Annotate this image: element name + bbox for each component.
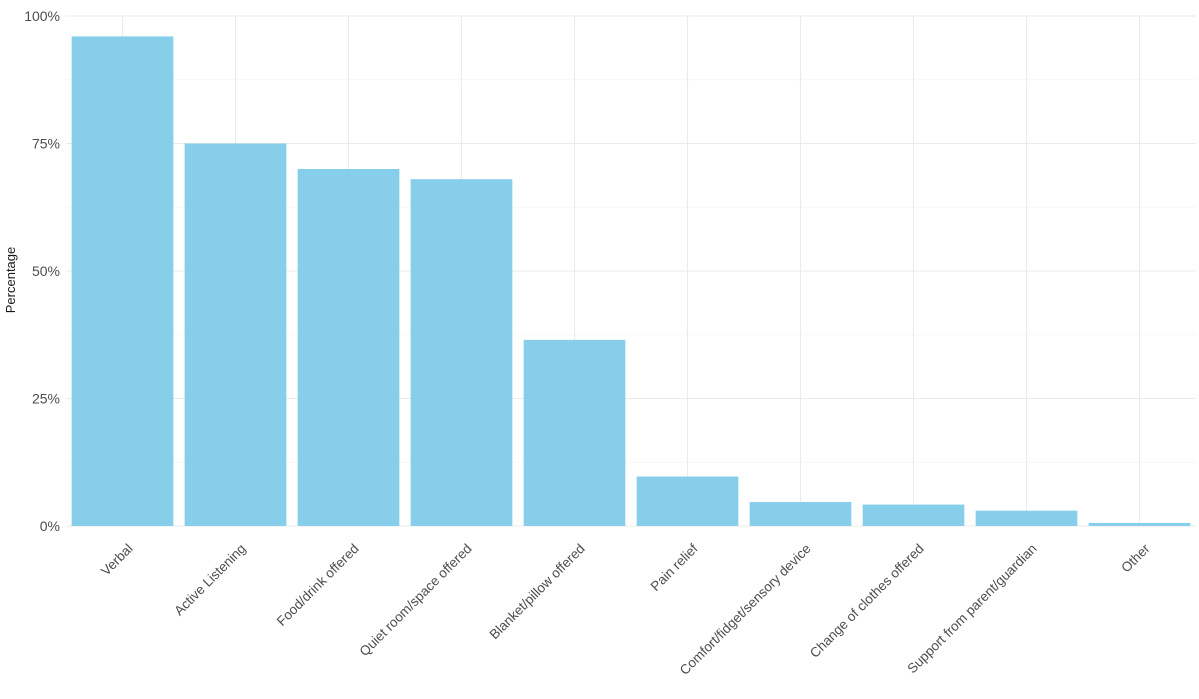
- y-tick-label: 50%: [32, 263, 60, 279]
- x-tick-label: Blanket/pillow offered: [487, 541, 588, 642]
- bar: [523, 339, 626, 526]
- x-tick-label: Pain relief: [648, 541, 701, 594]
- bar: [636, 476, 739, 526]
- bar: [297, 169, 400, 526]
- bar: [410, 179, 513, 526]
- bar: [1088, 522, 1191, 526]
- x-tick-label: Food/drink offered: [274, 541, 362, 629]
- x-tick-label: Verbal: [98, 541, 136, 579]
- x-tick-label: Other: [1118, 541, 1153, 576]
- x-tick-label: Active Listening: [171, 541, 248, 618]
- y-tick-label: 0%: [40, 518, 60, 534]
- x-axis-tick-labels: Verbal Active Listening Food/drink offered…: [98, 541, 1153, 678]
- x-tick-label: Support from parent/guardian: [904, 541, 1039, 676]
- bar: [975, 510, 1078, 526]
- x-tick-label: Quiet room/space offered: [357, 541, 475, 659]
- bar: [749, 502, 852, 526]
- y-tick-label: 25%: [32, 391, 60, 407]
- bar: [71, 36, 174, 527]
- y-axis-title: Percentage: [3, 247, 18, 314]
- x-tick-label: Change of clothes offered: [807, 541, 927, 661]
- y-tick-label: 100%: [24, 8, 60, 24]
- bar: [862, 504, 965, 526]
- bars: [71, 36, 1191, 527]
- y-tick-label: 75%: [32, 136, 60, 152]
- x-tick-label: Comfort/fidget/sensory device: [677, 541, 814, 678]
- y-axis-tick-labels: 0% 25% 50% 75% 100%: [24, 8, 60, 534]
- bar: [184, 143, 287, 526]
